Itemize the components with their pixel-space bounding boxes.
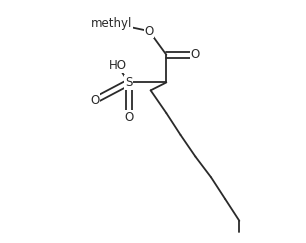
Text: methyl: methyl: [91, 17, 132, 30]
Text: S: S: [125, 76, 132, 89]
Text: O: O: [90, 94, 99, 107]
Text: O: O: [144, 25, 154, 38]
Text: HO: HO: [109, 59, 127, 72]
Text: O: O: [124, 111, 133, 123]
Text: O: O: [191, 48, 200, 61]
